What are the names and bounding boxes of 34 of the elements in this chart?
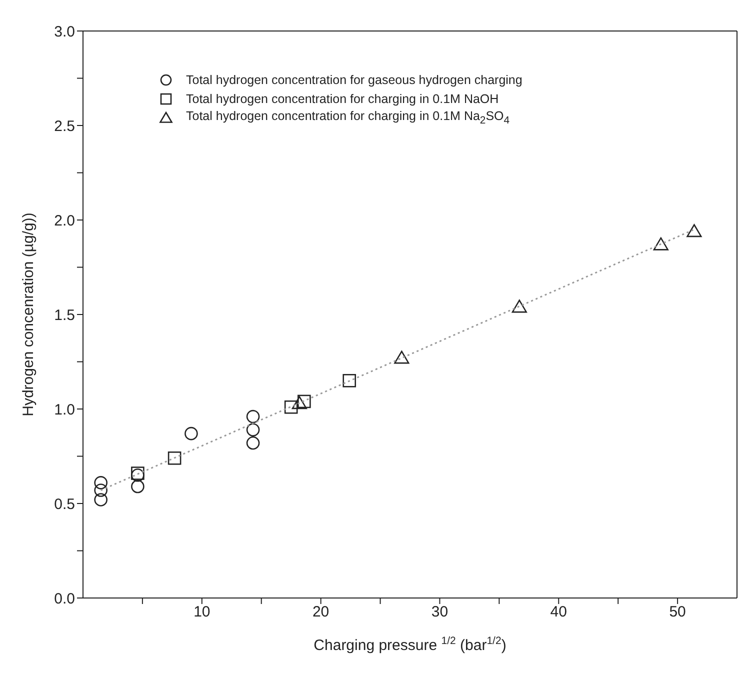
legend-label: Total hydrogen concentration for charging in 0.1M Na$_{2}$SO$_{4}$	[186, 108, 510, 126]
point	[246, 436, 260, 450]
point	[342, 374, 356, 388]
point	[292, 396, 307, 410]
point	[94, 493, 108, 506]
point	[94, 476, 108, 490]
point	[653, 237, 668, 250]
point	[246, 410, 260, 424]
y-tick-label: 2.5	[54, 118, 75, 135]
point	[168, 451, 182, 465]
y-tick-label: 1.5	[54, 306, 75, 324]
point	[131, 480, 144, 494]
point	[246, 423, 260, 436]
point	[686, 224, 702, 238]
y-axis-title: Hydrogen concenration (µg/g))	[20, 212, 37, 416]
x-tick-label: 40	[550, 604, 567, 621]
point	[284, 400, 298, 414]
x-tick-label: 20	[312, 604, 330, 621]
legend-label: Total hydrogen concentration for charging in 0.1M NaOH	[186, 92, 499, 106]
point	[184, 426, 198, 440]
x-tick-label: 30	[431, 604, 448, 621]
legend-label: Total hydrogen concentration for gaseous hydrogen charging	[186, 72, 522, 86]
y-tick-label: 3.0	[54, 23, 75, 40]
point	[512, 300, 527, 313]
y-tick-label: 0.5	[54, 496, 75, 513]
x-axis-title: Charging pressure $^{1/2}$ (bar$^{1/2}$)	[314, 635, 506, 654]
y-tick-label: 2.0	[54, 212, 75, 230]
point	[94, 484, 108, 497]
x-tick-label: 50	[669, 604, 686, 621]
point	[298, 394, 311, 408]
y-tick-label: 1.0	[54, 401, 75, 418]
point	[394, 350, 410, 364]
x-tick-label: 10	[194, 604, 210, 621]
y-tick-label: 0.0	[54, 590, 75, 608]
